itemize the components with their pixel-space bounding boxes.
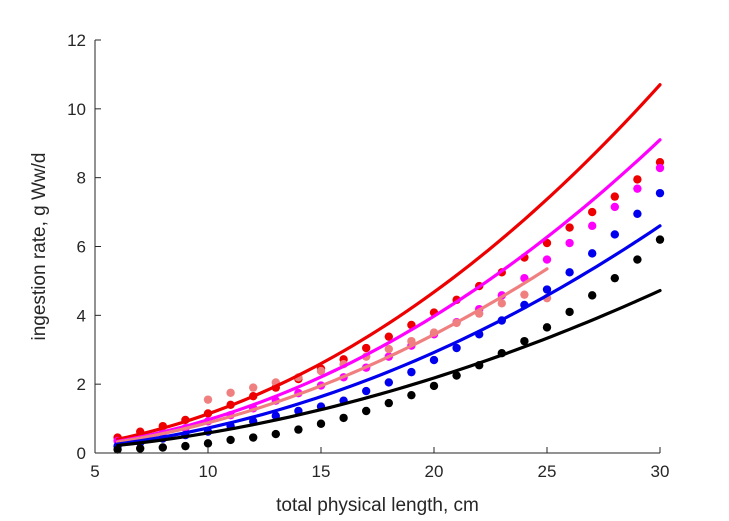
data-point — [520, 336, 529, 346]
plot-area — [113, 83, 665, 454]
x-tick-label: 15 — [312, 462, 331, 481]
data-point — [655, 163, 665, 173]
y-tick-label: 10 — [67, 100, 86, 119]
x-tick-label: 10 — [199, 462, 218, 481]
y-tick-label: 6 — [77, 238, 86, 257]
data-point — [384, 344, 393, 354]
data-point — [429, 355, 439, 365]
data-point — [610, 273, 619, 283]
data-point — [655, 188, 665, 198]
data-point — [565, 268, 574, 277]
data-point — [113, 445, 122, 454]
data-point — [633, 175, 642, 184]
data-point — [339, 413, 348, 423]
data-point — [633, 184, 642, 193]
data-point — [407, 390, 416, 400]
data-point — [588, 291, 597, 300]
data-point — [384, 398, 393, 408]
series-0-fit-line — [116, 83, 662, 441]
series-2-fit-line — [116, 267, 549, 444]
x-tick-label: 20 — [425, 462, 444, 481]
data-point — [542, 285, 552, 294]
data-point — [362, 386, 371, 396]
data-point — [633, 255, 642, 264]
x-axis-label: total physical length, cm — [276, 495, 479, 516]
data-point — [271, 429, 280, 439]
data-point — [655, 157, 665, 167]
x-tick-label: 25 — [538, 462, 557, 481]
data-point — [384, 378, 393, 387]
data-point — [565, 307, 574, 317]
series-1-fit-line — [116, 138, 662, 443]
x-tick-label: 30 — [651, 462, 670, 481]
y-axis-label: ingestion rate, g Ww/d — [29, 153, 50, 341]
data-point — [655, 235, 665, 244]
y-axis: 0 2 4 6 8 10 12 — [67, 31, 101, 463]
data-point — [226, 435, 235, 445]
data-point — [452, 343, 461, 353]
data-point — [497, 299, 506, 308]
data-point — [136, 444, 145, 453]
data-point — [610, 230, 619, 239]
y-tick-label: 12 — [67, 31, 86, 50]
series-3-points — [113, 188, 665, 451]
data-point — [384, 332, 393, 341]
data-point — [542, 238, 552, 248]
y-tick-label: 2 — [77, 375, 86, 394]
data-point — [588, 221, 597, 231]
data-point — [181, 441, 190, 451]
y-tick-label: 8 — [77, 169, 86, 188]
data-point — [452, 371, 461, 380]
data-point — [520, 290, 529, 299]
data-point — [542, 255, 552, 264]
series-3-fit-line — [116, 224, 662, 446]
data-point — [429, 381, 439, 391]
data-point — [542, 323, 552, 332]
series-4-points — [113, 235, 665, 454]
x-axis: 5 10 15 20 25 30 — [90, 447, 669, 481]
x-tick-label: 5 — [90, 462, 99, 481]
series-4-fit-line — [116, 288, 662, 448]
data-point — [316, 366, 326, 376]
data-point — [316, 419, 326, 428]
data-point — [588, 249, 597, 258]
data-point — [633, 209, 642, 219]
data-point — [249, 433, 258, 442]
data-point — [407, 367, 416, 377]
data-point — [565, 238, 574, 248]
data-point — [565, 223, 574, 232]
data-point — [226, 388, 235, 397]
data-point — [362, 406, 371, 416]
y-tick-label: 0 — [77, 444, 86, 463]
data-point — [294, 425, 303, 434]
data-point — [203, 395, 213, 404]
data-point — [362, 343, 371, 353]
data-point — [203, 439, 213, 448]
data-point — [249, 383, 258, 392]
data-point — [588, 207, 597, 217]
y-tick-label: 4 — [77, 306, 86, 325]
data-point — [158, 443, 167, 452]
data-point — [610, 192, 619, 201]
data-point — [610, 202, 619, 212]
